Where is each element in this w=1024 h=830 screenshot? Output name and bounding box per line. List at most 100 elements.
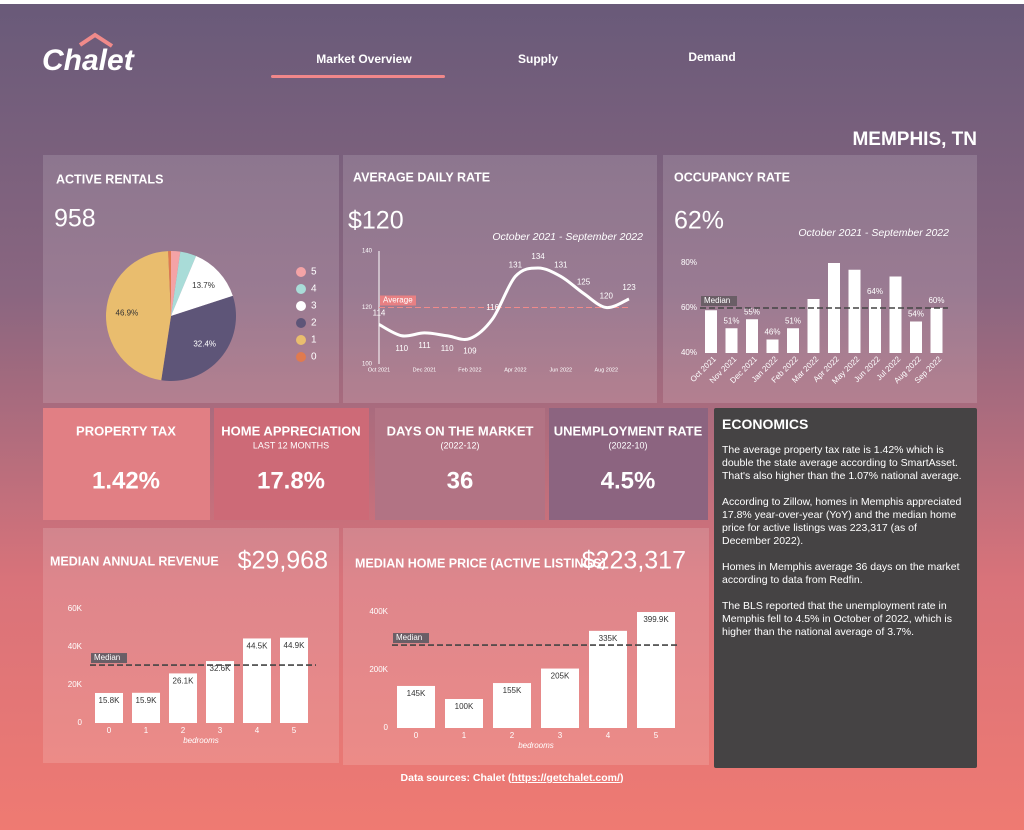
bar [848, 269, 861, 353]
kpi-title: HOME APPRECIATION [221, 423, 360, 438]
bar [541, 668, 579, 728]
data-label: 134 [531, 252, 545, 261]
data-label: 26.1K [173, 677, 195, 686]
data-label: 111 [418, 341, 431, 350]
data-label: 44.9K [284, 641, 306, 650]
kpi-value: 1.42% [92, 467, 160, 494]
data-label: 55% [744, 307, 760, 316]
data-label: 32.6K [210, 664, 232, 673]
x-tick-label: 1 [462, 731, 467, 740]
card-title: OCCUPANCY RATE [674, 170, 790, 184]
footer-link[interactable]: https://getchalet.com/ [511, 772, 620, 784]
economics-card [714, 408, 977, 768]
legend-label: 4 [311, 284, 317, 295]
data-label: 125 [577, 277, 591, 286]
footer: Data sources: Chalet (https://getchalet.… [0, 772, 1024, 784]
slice-label: 46.9% [116, 309, 139, 318]
bar [243, 638, 271, 723]
x-tick-label: Oct 2021 [368, 367, 390, 373]
nav-tab[interactable]: Market Overview [316, 52, 412, 66]
kpi-title: PROPERTY TAX [76, 423, 176, 438]
data-label: 15.8K [99, 696, 121, 705]
bar [445, 699, 483, 728]
paragraph: The BLS reported that the unemployment r… [722, 600, 952, 638]
footer-text: Data sources: Chalet ( [400, 772, 512, 784]
pie-slice [171, 256, 233, 316]
data-label: 46% [764, 328, 780, 337]
card-title: MEDIAN HOME PRICE (ACTIVE LISTINGS) [355, 556, 606, 570]
legend-label: 3 [311, 301, 317, 312]
reference-label: Average [383, 296, 413, 305]
bar [725, 328, 738, 353]
y-tick-label: 20K [68, 680, 83, 689]
x-tick-label: Dec 2021 [413, 367, 437, 373]
x-tick-label: Aug 2022 [594, 367, 618, 373]
x-tick-label: Jun 2022 [549, 367, 572, 373]
bar [206, 661, 234, 723]
kpi-subtitle: (2022-12) [440, 440, 479, 450]
legend-swatch [296, 267, 306, 277]
reference-tag [380, 295, 416, 306]
reference-label: Median [704, 296, 730, 305]
x-tick-label: 5 [654, 731, 659, 740]
bar [787, 328, 799, 353]
headline: 62% [674, 207, 724, 235]
kpi-subtitle: LAST 12 MONTHS [253, 440, 329, 450]
data-label: 205K [551, 672, 570, 681]
bar [280, 637, 308, 723]
data-label: 54% [908, 310, 924, 319]
x-tick-label: 0 [107, 726, 112, 735]
bar [95, 692, 123, 723]
card-title: MEDIAN ANNUAL REVENUE [50, 554, 219, 568]
y-tick-label: 40K [68, 642, 83, 651]
slice-label: 32.4% [193, 340, 216, 349]
data-label: 145K [407, 689, 426, 698]
nav-tab[interactable]: Supply [518, 52, 558, 66]
footer-text: ) [619, 772, 624, 784]
y-tick-label: 140 [362, 249, 373, 255]
x-axis-label: bedrooms [518, 741, 554, 750]
data-label: 116 [486, 303, 499, 312]
data-label: 335K [599, 634, 618, 643]
x-tick-label: 4 [606, 731, 611, 740]
bar [828, 263, 840, 353]
kpi-card [375, 408, 545, 520]
data-label: 60% [928, 296, 944, 305]
x-tick-label: 0 [414, 731, 419, 740]
y-tick-label: 60K [68, 604, 83, 613]
card-title: AVERAGE DAILY RATE [353, 170, 490, 184]
y-tick-label: 400K [369, 607, 388, 616]
reference-tag [393, 633, 429, 644]
kpi-title: DAYS ON THE MARKET [387, 423, 534, 438]
y-tick-label: 40% [681, 348, 697, 357]
data-label: 51% [723, 316, 739, 325]
logo[interactable]: Chalet [42, 44, 136, 77]
y-tick-label: 80% [681, 258, 697, 267]
data-label: 131 [554, 261, 568, 270]
y-tick-label: 60% [681, 303, 697, 312]
nav-underline [271, 75, 445, 78]
paragraph: According to Zillow, homes in Memphis ap… [722, 496, 962, 547]
bar [705, 310, 717, 353]
x-tick-label: 3 [558, 731, 563, 740]
pie-slice [171, 251, 181, 316]
legend-label: 5 [311, 267, 317, 278]
bar [930, 308, 943, 353]
kpi-subtitle: (2022-10) [608, 440, 647, 450]
reference-label: Median [396, 633, 422, 642]
nav-tab[interactable]: Demand [688, 50, 735, 64]
economics: ECONOMICS The average property tax rate … [722, 416, 968, 652]
bar [493, 683, 531, 728]
data-label: 399.9K [643, 615, 669, 624]
kpi-value: 36 [447, 467, 474, 494]
card [343, 155, 657, 403]
x-axis-label: bedrooms [183, 736, 219, 745]
pie-slice [171, 251, 197, 316]
bar [766, 339, 779, 353]
bar [807, 299, 820, 353]
data-label: 114 [373, 309, 386, 318]
bar [910, 321, 922, 353]
data-label: 44.5K [247, 642, 269, 651]
